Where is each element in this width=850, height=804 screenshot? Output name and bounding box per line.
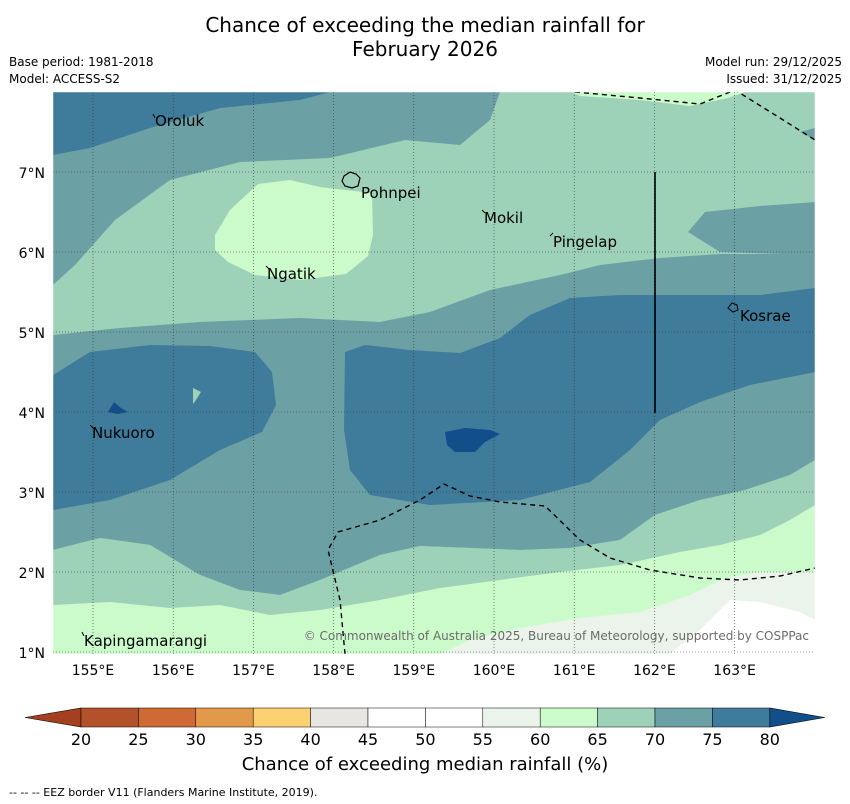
place-label-ngatik: Ngatik [267,265,316,283]
lat-tick-label: 7°N [19,166,45,182]
colorbar-tick-label: 35 [243,730,263,749]
colorbar-extend-low [24,707,82,728]
band-50-55-south [670,600,815,654]
colorbar-tick-label: 60 [530,730,550,749]
colorbar-swatch [539,707,598,728]
mokil-atoll-icon [481,209,486,214]
place-label-kapingamarangi: Kapingamarangi [84,632,207,650]
colorbar-tick-label: 20 [71,730,91,749]
colorbar-tick-label: 40 [300,730,320,749]
colorbar-tick-label: 75 [702,730,722,749]
lon-tick-label: 163°E [713,663,756,679]
meta-right: Model run: 29/12/2025 Issued: 31/12/2025 [705,54,842,88]
band-65-70-speck [193,388,201,404]
colorbar-swatch [252,707,311,728]
nukuoro-atoll-icon [89,424,94,429]
colorbar-swatch [597,707,656,728]
lon-tick-label: 155°E [72,663,115,679]
base-period: Base period: 1981-2018 [9,55,154,69]
title-line-2: February 2026 [352,37,498,61]
map-title: Chance of exceeding the median rainfall … [0,13,850,61]
place-label-kosrae: Kosrae [740,307,791,325]
kosrae-island-icon [727,302,739,313]
title-line-1: Chance of exceeding the median rainfall … [205,13,645,37]
graticule [53,92,815,654]
oroluk-atoll-icon [152,113,156,119]
lon-tick-label: 156°E [152,663,195,679]
colorbar-tick-label: 45 [358,730,378,749]
lat-tick-label: 1°N [19,646,45,662]
lat-tick-label: 6°N [19,246,45,262]
lat-tick-label: 3°N [19,486,45,502]
lon-tick-label: 161°E [553,663,596,679]
lon-tick-label: 158°E [312,663,355,679]
lat-tick-label: 5°N [19,326,45,342]
place-label-pingelap: Pingelap [553,233,617,251]
place-label-pohnpei: Pohnpei [361,184,421,202]
eez-border-north [574,92,815,141]
colorbar-tick-label: 65 [587,730,607,749]
pingelap-atoll-icon [549,232,554,237]
place-label-mokil: Mokil [484,209,523,227]
colorbar: 20 25 30 35 40 45 50 55 60 65 70 75 80 [24,707,825,749]
band-75-80-central [53,345,276,510]
colorbar-swatch [138,707,197,728]
ngatik-atoll-icon [265,265,270,270]
eez-borders [327,92,815,654]
pohnpei-island-icon [341,171,361,189]
colorbar-swatch [425,707,484,728]
colorbar-swatch [310,707,369,728]
colorbar-swatch [654,707,713,728]
colorbar-swatch [482,707,541,728]
kapingamarangi-atoll-icon [81,631,85,637]
band-75-80-north [53,92,330,155]
colorbar-swatch [80,707,139,728]
place-label-nukuoro: Nukuoro [92,424,155,442]
colorbar-tick-label: 55 [473,730,493,749]
colorbar-swatch [195,707,254,728]
band-70-75-east [688,202,815,255]
lon-tick-label: 157°E [232,663,275,679]
copyright-notice: © Commonwealth of Australia 2025, Bureau… [304,629,809,643]
band-80-plus-center [445,428,500,452]
eez-border-south [327,483,815,654]
place-label-oroluk: Oroluk [155,112,204,130]
lon-tick-label: 159°E [393,663,436,679]
model-run: Model run: 29/12/2025 [704,55,842,69]
band-70-75-north [53,92,500,285]
colorbar-tick-label: 30 [186,730,206,749]
colorbar-title: Chance of exceeding median rainfall (%) [241,754,609,775]
model-name: Model: ACCESS-S2 [9,72,121,86]
lon-tick-label: 162°E [633,663,676,679]
colorbar-tick-label: 80 [760,730,780,749]
band-80-plus-west [108,402,128,414]
contour-layers [53,92,815,654]
colorbar-swatch [712,707,771,728]
colorbar-tick-label: 70 [645,730,665,749]
meta-left: Base period: 1981-2018 Model: ACCESS-S2 [9,54,154,88]
lat-tick-label: 4°N [19,406,45,422]
eez-footnote: -- -- -- EEZ border V11 (Flanders Marine… [9,786,318,799]
colorbar-tick-label: 50 [415,730,435,749]
lon-tick-label: 160°E [473,663,516,679]
colorbar-extend-high [769,707,825,728]
colorbar-tick-label: 25 [128,730,148,749]
map-frame [52,91,816,655]
issued-date: Issued: 31/12/2025 [726,72,842,86]
lat-tick-label: 2°N [19,566,45,582]
colorbar-swatch [367,707,426,728]
